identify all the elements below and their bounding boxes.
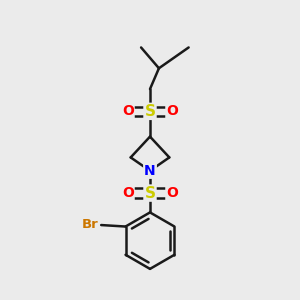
Text: N: N [144, 164, 156, 178]
Text: O: O [167, 186, 178, 200]
Text: S: S [145, 104, 155, 119]
Text: Br: Br [82, 218, 98, 231]
Text: O: O [122, 104, 134, 118]
Text: O: O [167, 104, 178, 118]
Text: O: O [122, 186, 134, 200]
Text: S: S [145, 186, 155, 201]
